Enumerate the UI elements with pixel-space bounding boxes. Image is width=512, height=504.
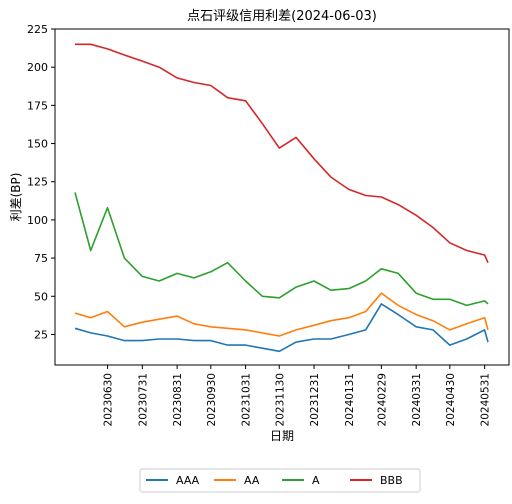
- y-tick-label: 25: [34, 328, 48, 341]
- legend-label-aa: AA: [244, 474, 260, 487]
- chart-title: 点石评级信用利差(2024-06-03): [187, 9, 377, 24]
- x-tick-label: 20230930: [206, 373, 218, 426]
- legend-label-bbb: BBB: [380, 474, 403, 487]
- x-tick-label: 20231231: [309, 373, 321, 426]
- x-tick-label: 20230831: [172, 373, 184, 426]
- y-tick-label: 175: [27, 99, 48, 112]
- x-tick-label: 20240131: [344, 373, 356, 426]
- y-tick-label: 225: [27, 23, 48, 36]
- plot-frame: [54, 28, 510, 366]
- x-tick-label: 20231031: [241, 373, 253, 426]
- x-tick-label: 20230630: [103, 373, 115, 426]
- y-tick-label: 50: [34, 290, 48, 303]
- series-line-aaa: [74, 303, 489, 353]
- x-axis: 20230630 20230731 20230831 20230930 20231031…: [103, 365, 492, 426]
- y-axis: 25 50 75 100 125 150 175 200 225: [27, 23, 55, 341]
- y-tick-label: 100: [27, 214, 48, 227]
- series-line-aa: [74, 292, 489, 337]
- legend: AAA AA A BBB: [146, 474, 403, 487]
- x-tick-label: 20240531: [480, 373, 492, 426]
- y-axis-label: 利差(BP): [9, 173, 23, 222]
- y-tick-label: 125: [27, 176, 48, 189]
- x-tick-label: 20230731: [137, 373, 149, 426]
- x-tick-label: 20231130: [274, 373, 286, 426]
- series-line-a: [74, 192, 489, 307]
- x-tick-label: 20240229: [376, 373, 388, 426]
- legend-label-aaa: AAA: [176, 474, 200, 487]
- x-axis-label: 日期: [270, 429, 294, 443]
- y-tick-label: 75: [34, 252, 48, 265]
- x-tick-label: 20240430: [445, 373, 457, 426]
- legend-label-a: A: [312, 474, 320, 487]
- series-line-bbb: [75, 43, 489, 264]
- y-tick-label: 200: [27, 61, 48, 74]
- y-tick-label: 150: [27, 138, 48, 151]
- x-tick-label: 20240331: [411, 373, 423, 426]
- series-lines: [74, 43, 489, 353]
- legend-box: [139, 468, 421, 493]
